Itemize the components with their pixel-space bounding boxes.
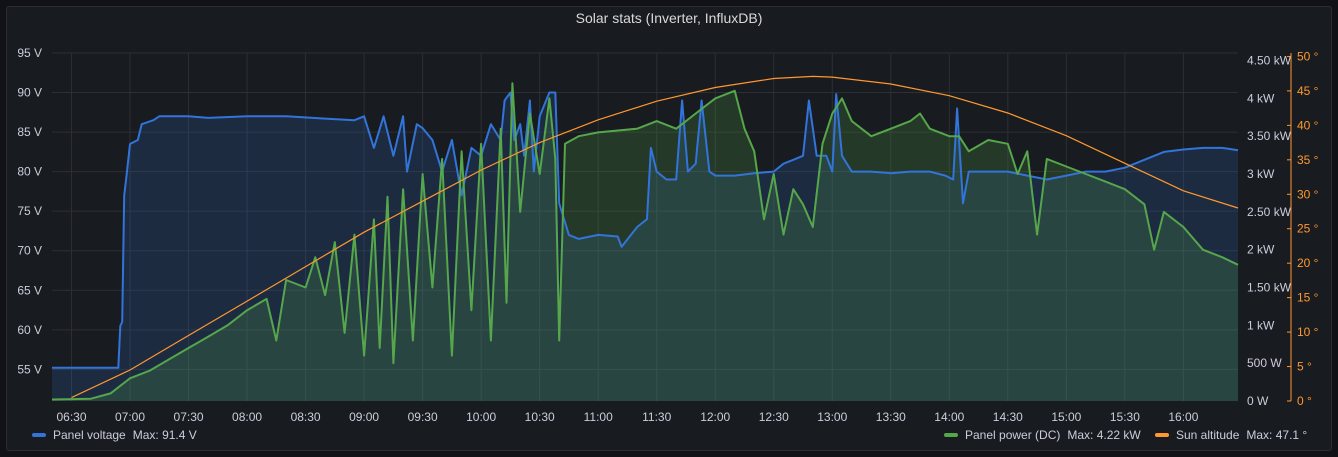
x-tick-label: 08:30 xyxy=(291,410,321,424)
x-tick-label: 11:00 xyxy=(584,410,613,424)
y-left-tick-label: 55 V xyxy=(17,362,42,376)
y-power-tick-label: 2.50 kW xyxy=(1247,205,1292,219)
y-power-tick-label: 1 kW xyxy=(1247,318,1275,332)
y-power-tick-label: 2 kW xyxy=(1247,243,1275,257)
x-tick-label: 13:30 xyxy=(876,410,906,424)
x-tick-label: 14:30 xyxy=(993,410,1023,424)
y-sun-tick-label: 10 ° xyxy=(1297,325,1319,339)
x-tick-label: 08:00 xyxy=(232,410,262,424)
legend-sun-swatch xyxy=(1155,433,1169,437)
legend-power-swatch xyxy=(944,433,958,437)
y-sun-tick-label: 30 ° xyxy=(1297,187,1319,201)
y-sun-tick-label: 40 ° xyxy=(1297,118,1319,132)
x-tick-label: 06:30 xyxy=(56,410,86,424)
x-tick-label: 09:00 xyxy=(349,410,379,424)
legend-power-label: Panel power (DC) xyxy=(965,428,1061,442)
series-power-line xyxy=(51,82,1239,401)
y-power-tick-label: 3 kW xyxy=(1247,167,1275,181)
x-tick-label: 15:00 xyxy=(1051,410,1081,424)
y-power-tick-label: 3.50 kW xyxy=(1247,129,1292,143)
y-power-tick-label: 4 kW xyxy=(1247,91,1275,105)
series-voltage-line xyxy=(52,91,1239,369)
y-sun-tick-label: 5 ° xyxy=(1297,360,1312,374)
y-sun-tick-label: 35 ° xyxy=(1297,153,1319,167)
legend-power-stat: Max: 4.22 kW xyxy=(1067,428,1141,442)
legend-voltage[interactable]: Panel voltage Max: 91.4 V xyxy=(32,428,197,442)
y-power-tick-label: 500 W xyxy=(1247,356,1282,370)
y-power-tick-label: 0 W xyxy=(1247,394,1269,408)
legend-voltage-swatch xyxy=(32,433,46,437)
x-tick-label: 12:30 xyxy=(759,410,789,424)
x-tick-label: 10:30 xyxy=(525,410,555,424)
y-left-tick-label: 60 V xyxy=(17,323,42,337)
y-left-tick-label: 85 V xyxy=(17,125,42,139)
legend-power[interactable]: Panel power (DC) Max: 4.22 kW xyxy=(944,428,1141,442)
x-tick-label: 15:30 xyxy=(1110,410,1140,424)
y-power-tick-label: 4.50 kW xyxy=(1247,54,1292,68)
panel-title: Solar stats (Inverter, InfluxDB) xyxy=(575,10,763,26)
y-left-tick-label: 90 V xyxy=(17,86,42,100)
legend-sun-label: Sun altitude xyxy=(1176,428,1240,442)
chart-panel xyxy=(6,6,1332,451)
x-tick-label: 10:00 xyxy=(466,410,496,424)
y-left-tick-label: 95 V xyxy=(17,46,42,60)
legend-sun-stat: Max: 47.1 ° xyxy=(1246,428,1308,442)
y-left-tick-label: 80 V xyxy=(17,165,42,179)
x-tick-label: 14:00 xyxy=(934,410,964,424)
x-tick-label: 07:00 xyxy=(115,410,145,424)
y-sun-tick-label: 50 ° xyxy=(1297,49,1319,63)
legend-voltage-stat: Max: 91.4 V xyxy=(132,428,197,442)
x-tick-label: 12:00 xyxy=(700,410,730,424)
x-tick-label: 09:30 xyxy=(408,410,438,424)
series-voltage-area xyxy=(52,92,1238,401)
legend-sun[interactable]: Sun altitude Max: 47.1 ° xyxy=(1155,428,1307,442)
x-tick-label: 13:00 xyxy=(817,410,847,424)
y-sun-tick-label: 25 ° xyxy=(1297,222,1319,236)
x-tick-label: 11:30 xyxy=(642,410,671,424)
legend-voltage-label: Panel voltage xyxy=(53,428,126,442)
y-sun-tick-label: 20 ° xyxy=(1297,256,1319,270)
series-power-area xyxy=(52,83,1238,402)
y-left-tick-label: 70 V xyxy=(17,244,42,258)
x-tick-label: 07:30 xyxy=(174,410,204,424)
x-tick-label: 16:00 xyxy=(1168,410,1198,424)
y-left-tick-label: 65 V xyxy=(17,283,42,297)
y-power-tick-label: 1.50 kW xyxy=(1247,281,1292,295)
y-sun-tick-label: 15 ° xyxy=(1297,291,1319,305)
y-left-tick-label: 75 V xyxy=(17,204,42,218)
series-sun-line xyxy=(71,75,1239,399)
y-sun-tick-label: 0 ° xyxy=(1297,394,1312,408)
y-sun-tick-label: 45 ° xyxy=(1297,84,1319,98)
